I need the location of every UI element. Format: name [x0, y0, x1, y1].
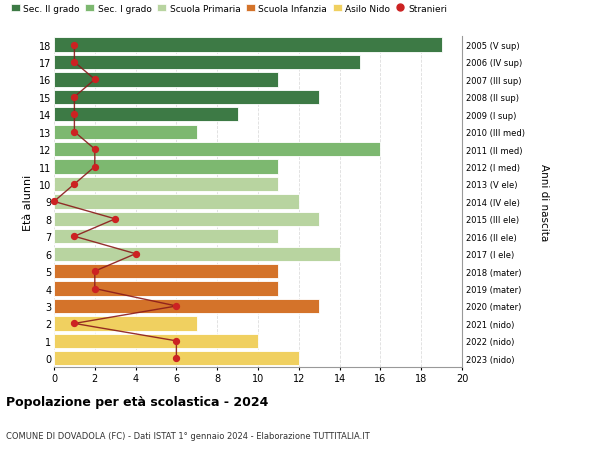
- Point: [70, 59, 79, 67]
- Legend: Sec. II grado, Sec. I grado, Scuola Primaria, Scuola Infanzia, Asilo Nido, Stran: Sec. II grado, Sec. I grado, Scuola Prim…: [11, 5, 448, 13]
- Point: [90, 163, 100, 171]
- Point: [70, 320, 79, 327]
- Bar: [54, 247, 340, 261]
- Point: [172, 355, 181, 362]
- Point: [70, 42, 79, 49]
- Bar: [54, 264, 278, 279]
- Bar: [54, 212, 319, 226]
- Bar: [54, 73, 278, 87]
- Point: [110, 216, 120, 223]
- Point: [70, 112, 79, 119]
- Bar: [54, 143, 380, 157]
- Bar: [54, 299, 319, 313]
- Bar: [54, 90, 319, 105]
- Point: [70, 94, 79, 101]
- Point: [172, 302, 181, 310]
- Bar: [54, 230, 278, 244]
- Point: [70, 129, 79, 136]
- Point: [90, 268, 100, 275]
- Bar: [54, 56, 360, 70]
- Y-axis label: Età alunni: Età alunni: [23, 174, 33, 230]
- Point: [70, 181, 79, 188]
- Text: COMUNE DI DOVADOLA (FC) - Dati ISTAT 1° gennaio 2024 - Elaborazione TUTTITALIA.I: COMUNE DI DOVADOLA (FC) - Dati ISTAT 1° …: [6, 431, 370, 441]
- Bar: [54, 125, 197, 140]
- Point: [90, 285, 100, 292]
- Bar: [54, 178, 278, 192]
- Bar: [54, 160, 278, 174]
- Bar: [54, 334, 258, 348]
- Point: [90, 146, 100, 153]
- Text: Popolazione per età scolastica - 2024: Popolazione per età scolastica - 2024: [6, 395, 268, 408]
- Bar: [54, 108, 238, 122]
- Bar: [54, 195, 299, 209]
- Point: [70, 233, 79, 241]
- Y-axis label: Anni di nascita: Anni di nascita: [539, 163, 549, 241]
- Bar: [54, 282, 278, 296]
- Point: [131, 251, 140, 258]
- Point: [90, 77, 100, 84]
- Bar: [54, 38, 442, 52]
- Point: [49, 198, 59, 206]
- Point: [172, 337, 181, 345]
- Bar: [54, 317, 197, 331]
- Bar: [54, 352, 299, 366]
